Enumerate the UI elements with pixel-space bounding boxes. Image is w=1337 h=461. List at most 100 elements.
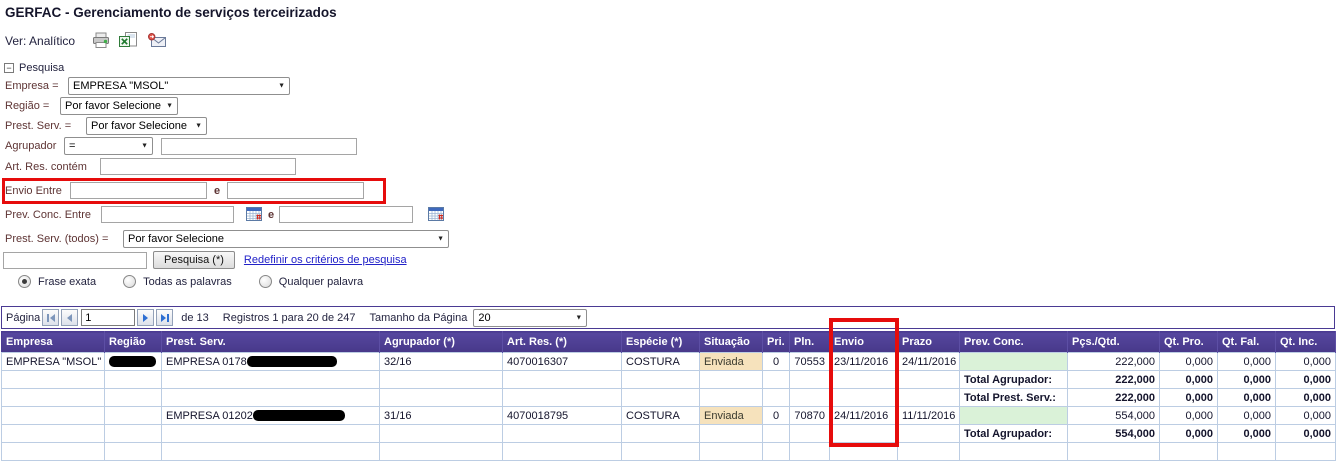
cell-empty	[502, 388, 622, 407]
prest-serv-select[interactable]: Por favor Selecione ▼	[86, 117, 207, 135]
redefine-criteria-link[interactable]: Redefinir os critérios de pesquisa	[243, 254, 407, 266]
empresa-select-value: EMPRESA "MSOL"	[73, 80, 169, 92]
col-header-art-res[interactable]: Art. Res. (*)	[502, 331, 622, 353]
records-label: Registros 1 para 20 de 247	[222, 311, 356, 324]
cell-empty	[1217, 442, 1276, 461]
cell-especie: COSTURA	[621, 352, 700, 371]
col-header-qt-pro[interactable]: Qt. Pro.	[1159, 331, 1218, 353]
page-number-input[interactable]	[81, 309, 136, 326]
cell-empty	[1067, 442, 1160, 461]
next-page-button[interactable]	[137, 309, 155, 326]
cell-empty	[161, 388, 380, 407]
cell-empty	[379, 442, 503, 461]
cell-empty	[104, 370, 162, 389]
dropdown-arrow-icon: ▼	[278, 82, 285, 90]
cell-total-qt-fal: 0,000	[1217, 424, 1276, 443]
cell-empty	[699, 370, 763, 389]
cell-total-qt-pro: 0,000	[1159, 370, 1218, 389]
cell-empty	[161, 424, 380, 443]
col-header-envio[interactable]: Envio	[829, 331, 898, 353]
cell-art-res: 4070018795	[502, 406, 622, 425]
col-header-prazo[interactable]: Prazo	[897, 331, 960, 353]
prest-serv-todos-label: Prest. Serv. (todos) =	[5, 233, 109, 245]
col-header-situacao[interactable]: Situação	[699, 331, 763, 353]
radio-qualquer-palavra[interactable]	[258, 275, 272, 288]
cell-regiao	[104, 352, 162, 371]
page-size-label: Tamanho da Página	[369, 311, 468, 324]
cell-empty	[897, 424, 960, 443]
email-icon[interactable]	[147, 32, 167, 49]
col-header-agrupador[interactable]: Agrupador (*)	[379, 331, 503, 353]
prev-conc-to-input[interactable]	[279, 206, 414, 223]
view-label: Ver: Analítico	[5, 33, 76, 48]
col-header-pcs-qtd[interactable]: Pçs./Qtd.	[1067, 331, 1160, 353]
agrupador-input[interactable]	[161, 137, 357, 155]
search-button[interactable]: Pesquisa (*)	[153, 251, 235, 269]
excel-export-icon[interactable]	[119, 32, 139, 49]
envio-from-input[interactable]	[70, 182, 207, 199]
cell-total-qt-pro: 0,000	[1159, 424, 1218, 443]
print-icon[interactable]	[91, 32, 111, 49]
col-header-prev-conc[interactable]: Prev. Conc.	[959, 331, 1068, 353]
radio-todas-palavras[interactable]	[123, 275, 137, 288]
cell-empty	[502, 424, 622, 443]
cell-regiao	[104, 406, 162, 425]
total-row: Total Prest. Serv.: 222,000 0,000 0,000 …	[1, 388, 1336, 407]
cell-qt-inc: 0,000	[1275, 352, 1336, 371]
dropdown-arrow-icon: ▼	[437, 235, 444, 243]
table-row: EMPRESA "MSOL" EMPRESA 0178 32/16 407001…	[1, 352, 1336, 371]
cell-empty	[699, 442, 763, 461]
cell-pln: 70870	[789, 406, 830, 425]
status-badge: Enviada	[699, 406, 763, 425]
dropdown-arrow-icon: ▼	[166, 102, 173, 110]
calendar-icon[interactable]	[428, 206, 445, 223]
last-page-button[interactable]	[156, 309, 174, 326]
art-res-input[interactable]	[100, 158, 296, 175]
calendar-icon[interactable]	[246, 206, 263, 223]
col-header-qt-inc[interactable]: Qt. Inc.	[1275, 331, 1336, 353]
cell-empty	[379, 370, 503, 389]
cell-empty	[1159, 442, 1218, 461]
cell-agrupador: 31/16	[379, 406, 503, 425]
prev-conc-from-input[interactable]	[101, 206, 234, 223]
cell-empty	[621, 388, 700, 407]
prest-serv-todos-value: Por favor Selecione	[128, 233, 224, 245]
col-header-prest-serv[interactable]: Prest. Serv.	[161, 331, 380, 353]
collapse-icon[interactable]: −	[4, 63, 14, 73]
radio-frase-exata[interactable]	[18, 275, 31, 288]
cell-empty	[621, 370, 700, 389]
envio-to-input[interactable]	[227, 182, 365, 199]
search-section-label: Pesquisa	[19, 62, 65, 74]
cell-total-pcs-qtd: 222,000	[1067, 388, 1160, 407]
agrupador-operator-select[interactable]: = ▼	[64, 137, 153, 155]
page-size-select[interactable]: 20 ▼	[473, 308, 588, 327]
cell-empty	[502, 370, 622, 389]
toolbar-icons	[91, 32, 167, 49]
empresa-select[interactable]: EMPRESA "MSOL" ▼	[68, 77, 290, 95]
cell-qt-pro: 0,000	[1159, 406, 1218, 425]
regiao-select[interactable]: Por favor Selecione ▼	[60, 97, 178, 115]
keyword-input[interactable]	[3, 251, 147, 269]
col-header-pln[interactable]: Pln.	[789, 331, 830, 353]
cell-empty	[789, 388, 830, 407]
cell-qt-inc: 0,000	[1275, 406, 1336, 425]
col-header-regiao[interactable]: Região	[104, 331, 162, 353]
cell-envio: 23/11/2016	[829, 352, 898, 371]
prev-page-button[interactable]	[61, 309, 79, 326]
cell-empty	[829, 370, 898, 389]
cell-empty	[829, 424, 898, 443]
table-row: EMPRESA 01202 31/16 4070018795 COSTURA E…	[1, 406, 1336, 425]
cell-empty	[1, 370, 105, 389]
first-page-button[interactable]	[42, 309, 60, 326]
col-header-empresa[interactable]: Empresa	[1, 331, 105, 353]
col-header-especie[interactable]: Espécie (*)	[621, 331, 700, 353]
cell-empty	[897, 442, 960, 461]
col-header-pri[interactable]: Pri.	[762, 331, 790, 353]
redaction-bar	[252, 410, 345, 422]
cell-pri: 0	[762, 406, 790, 425]
cell-empty	[1275, 442, 1336, 461]
prest-serv-todos-select[interactable]: Por favor Selecione ▼	[123, 230, 449, 248]
col-header-qt-fal[interactable]: Qt. Fal.	[1217, 331, 1276, 353]
regiao-select-value: Por favor Selecione	[65, 100, 161, 112]
cell-total-pcs-qtd: 554,000	[1067, 424, 1160, 443]
